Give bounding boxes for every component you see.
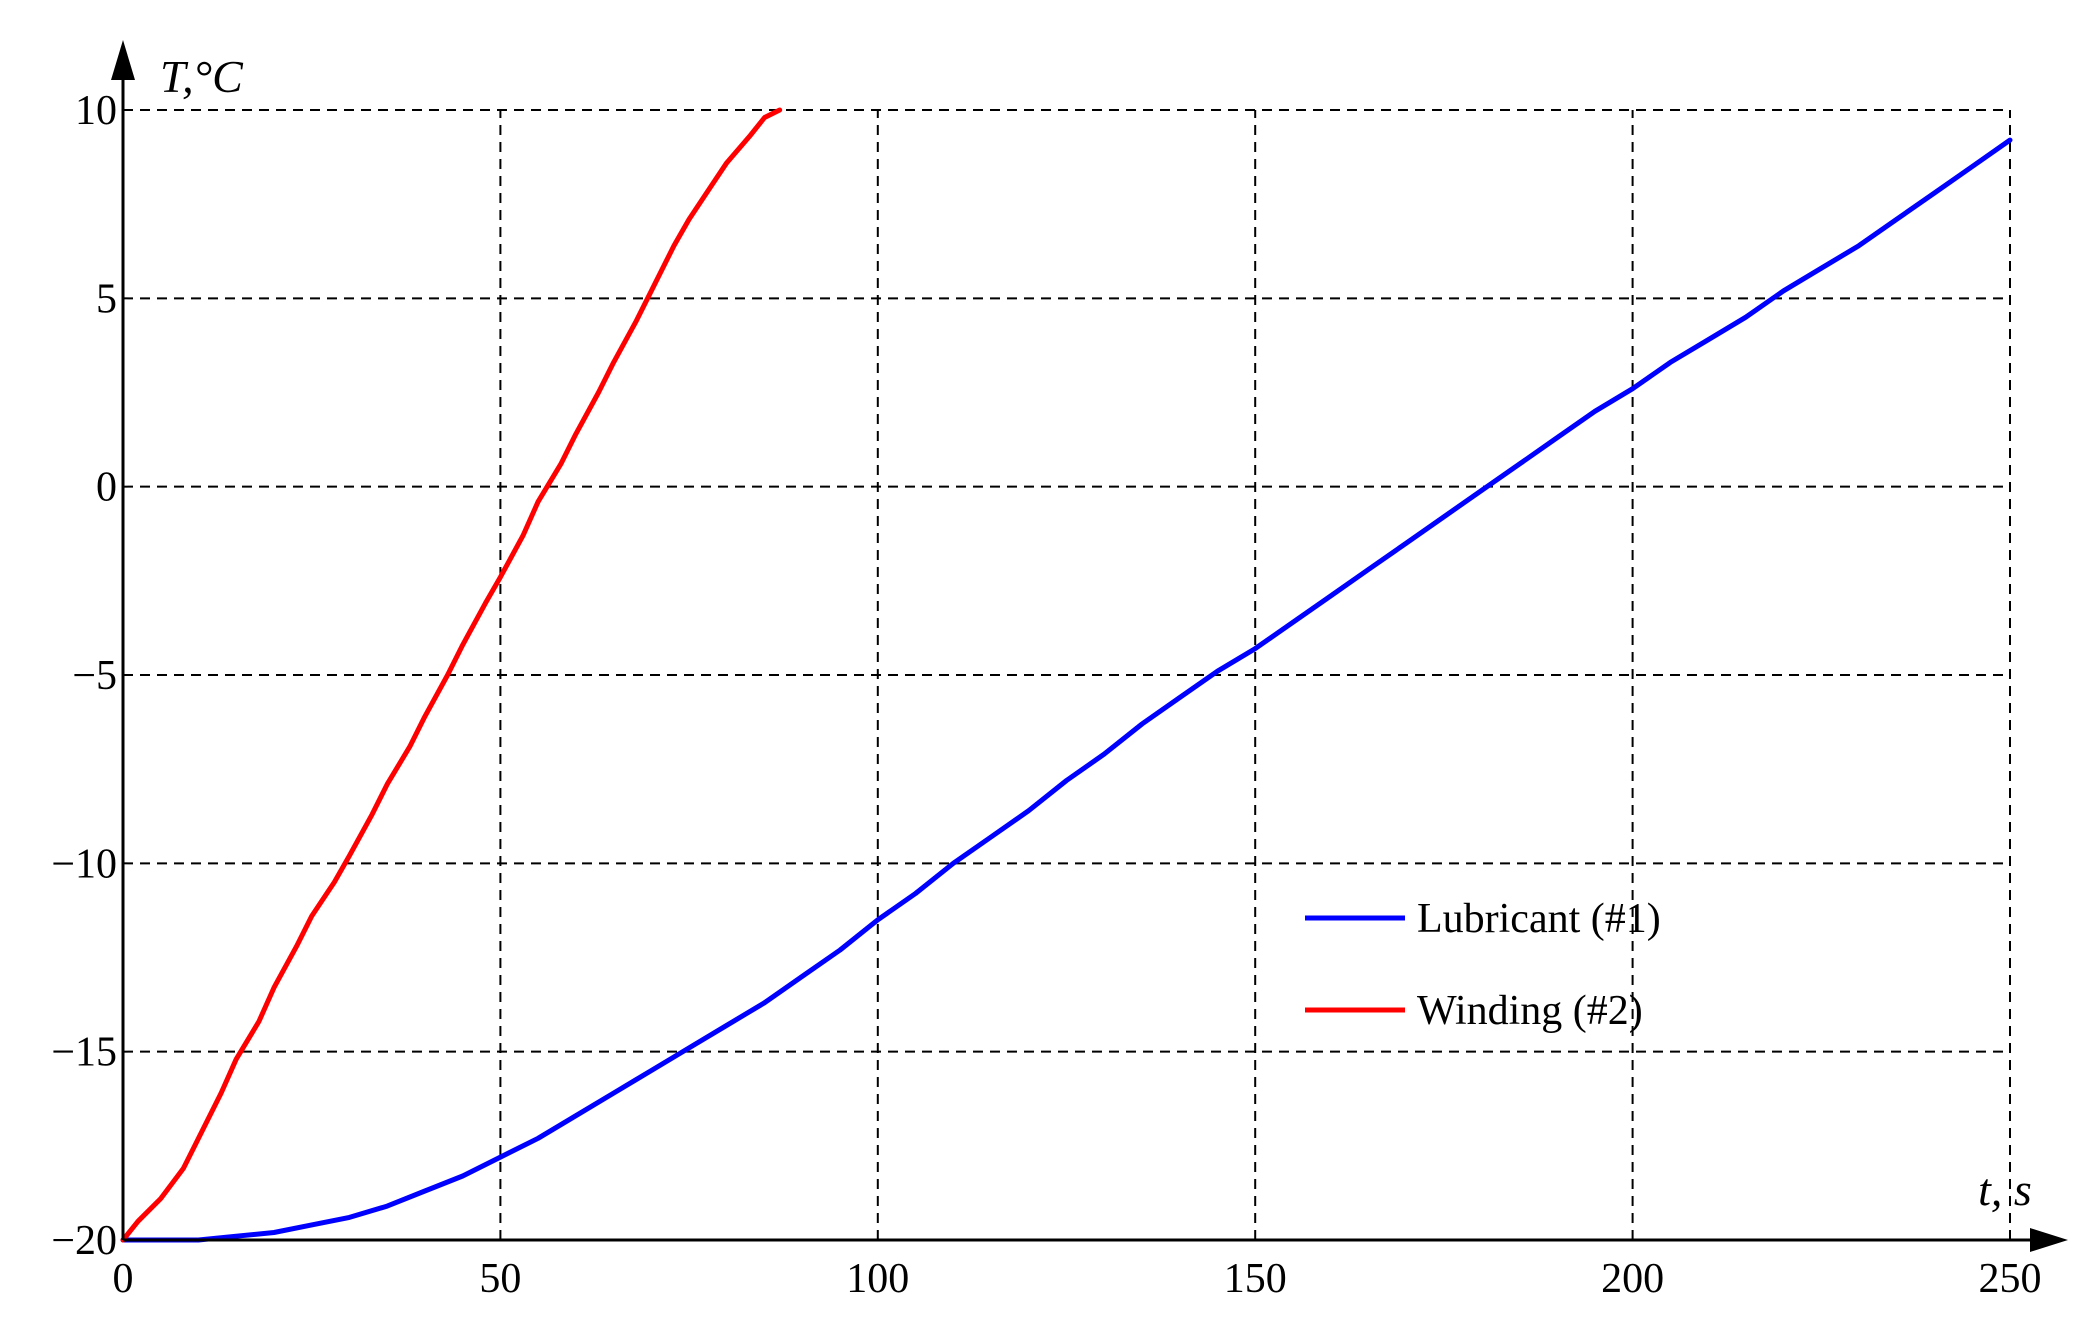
legend-label-1: Lubricant (#1) xyxy=(1417,896,1661,942)
x-tick-label: 50 xyxy=(479,1256,521,1302)
series-line-1 xyxy=(120,137,2013,1243)
axis-layer xyxy=(111,40,2068,1252)
x-tick-label: 0 xyxy=(113,1256,134,1302)
y-axis-arrow-icon xyxy=(111,40,135,80)
x-tick-label: 100 xyxy=(846,1256,909,1302)
y-tick-label: 0 xyxy=(96,465,117,511)
y-tick-label: 10 xyxy=(75,88,117,134)
y-tick-label: −10 xyxy=(51,841,117,887)
legend: Lubricant (#1) Winding (#2) xyxy=(1305,896,1661,1034)
y-tick-label: −5 xyxy=(72,653,117,699)
x-tick-label: 200 xyxy=(1601,1256,1664,1302)
series-line-2 xyxy=(120,107,783,1243)
x-axis-label: t, s xyxy=(1978,1164,2032,1215)
y-tick-label: −15 xyxy=(51,1030,117,1076)
x-axis-arrow-icon xyxy=(2030,1228,2068,1252)
legend-label-2: Winding (#2) xyxy=(1417,988,1643,1034)
x-tick-label: 150 xyxy=(1224,1256,1287,1302)
x-tick-label: 250 xyxy=(1979,1256,2042,1302)
series-layer xyxy=(120,107,2013,1243)
grid-layer xyxy=(123,109,2011,1240)
y-tick-label: 5 xyxy=(96,276,117,322)
y-tick-label: −20 xyxy=(51,1218,117,1264)
y-axis-label: T,°C xyxy=(160,51,244,102)
